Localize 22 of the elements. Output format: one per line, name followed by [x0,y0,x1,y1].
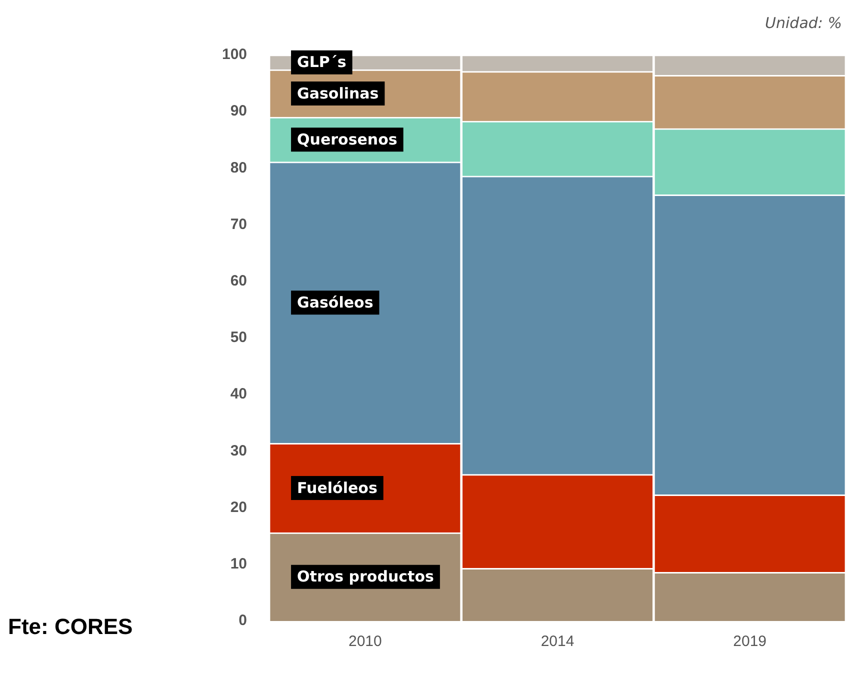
series-label: Fuelóleos [297,478,378,497]
y-tick-label: 50 [230,329,248,346]
y-tick-label: 60 [230,272,248,290]
series-label: Gasolinas [297,84,379,102]
y-tick-label: 30 [230,442,248,460]
y-tick-label: 70 [230,216,248,233]
text: Fte: CORES [8,614,133,640]
y-tick-label: 10 [230,556,248,573]
text: Unidad: % [765,14,842,32]
series-label: Otros productos [297,568,434,586]
series-label: GLP´s [297,53,346,72]
x-tick-label: 2010 [348,633,382,650]
series-label: Gasóleos [297,294,374,312]
y-tick-label: 90 [230,102,248,120]
x-tick-label: 2019 [733,633,767,650]
x-tick-label: 2014 [540,633,574,650]
y-tick-label: 100 [222,46,248,64]
y-tick-label: 0 [238,612,248,630]
y-tick-label: 80 [230,159,248,176]
y-tick-label: 20 [230,498,248,516]
series-label: Querosenos [297,130,398,149]
y-tick-label: 40 [230,386,248,403]
